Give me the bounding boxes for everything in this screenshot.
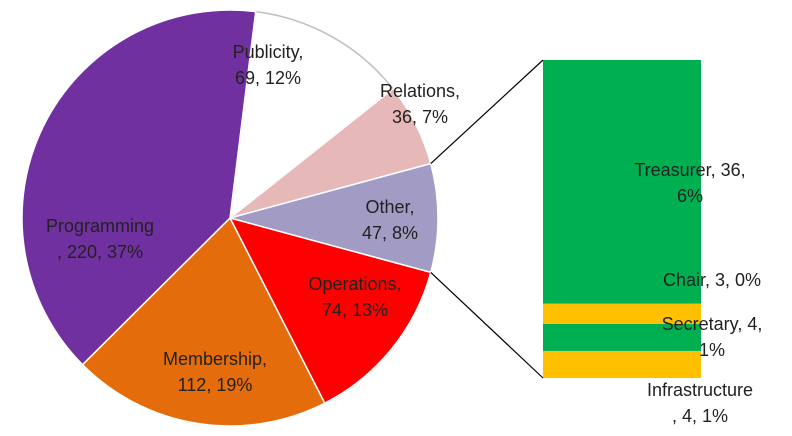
pie-slice (229, 10, 395, 220)
connector (430, 59, 544, 165)
data-label: Treasurer, 36, 6% (634, 160, 745, 206)
data-label: Relations, 36, 7% (380, 81, 460, 127)
data-label: Other, 47, 8% (362, 197, 418, 243)
data-label: Chair, 3, 0% (663, 270, 761, 290)
data-label: Programming, 220, 37% (46, 216, 154, 262)
data-label: Infrastructure, 4, 1% (647, 380, 753, 426)
bar-segment (543, 323, 701, 351)
bar-segment (543, 303, 701, 324)
pie-slice (228, 216, 432, 405)
data-label: Publicity, 69, 12% (233, 42, 304, 88)
pie-slice (81, 216, 326, 427)
data-label: Membership, 112, 19% (163, 349, 267, 395)
connector (430, 271, 544, 379)
pie-slice (21, 9, 257, 366)
data-label: Operations, 74, 13% (308, 274, 401, 320)
pie-slice (227, 162, 439, 274)
data-label: Secretary, 4, 1% (662, 314, 763, 360)
bar-segment (543, 60, 701, 304)
bar-segment (543, 350, 701, 378)
